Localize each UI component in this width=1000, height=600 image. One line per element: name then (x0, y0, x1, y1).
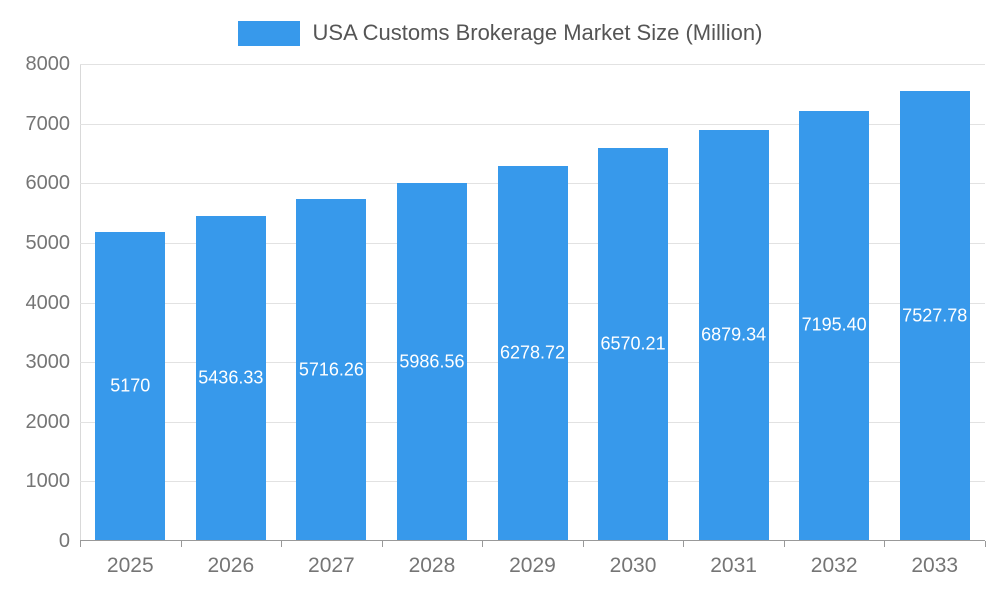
y-tick-label: 0 (58, 530, 70, 552)
x-tick-label: 2029 (509, 554, 556, 577)
bar-value-label: 5716.26 (298, 359, 364, 380)
y-tick-label: 5000 (25, 231, 71, 254)
gridline (80, 64, 985, 65)
x-tick-mark (884, 541, 886, 547)
y-tick-label: 8000 (25, 53, 71, 75)
bar-2025[interactable]: 5170 (95, 231, 166, 540)
x-tick-mark (80, 541, 81, 547)
x-tick-mark (683, 541, 685, 547)
legend-swatch (237, 20, 300, 46)
x-tick-mark (985, 541, 986, 547)
bar-value-label: 6570.21 (600, 333, 666, 354)
y-tick-label: 4000 (25, 291, 71, 314)
bar-value-label: 5436.33 (198, 367, 264, 388)
bar-2030[interactable]: 6570.21 (598, 148, 669, 540)
bar-2031[interactable]: 6879.34 (698, 129, 769, 540)
bar-2027[interactable]: 5716.26 (296, 199, 367, 540)
gridline (80, 123, 985, 125)
bar-value-label: 5170 (110, 375, 151, 396)
x-tick-mark (281, 541, 283, 547)
bar-value-label: 7195.40 (801, 314, 867, 335)
x-tick-label: 2030 (609, 554, 657, 577)
x-tick-mark (582, 541, 584, 547)
x-tick-mark (381, 541, 383, 547)
bar-value-label: 6879.34 (701, 324, 767, 345)
x-tick-mark (482, 541, 484, 547)
bar-value-label: 7527.78 (902, 305, 968, 326)
bar-2028[interactable]: 5986.56 (396, 183, 467, 540)
bar-2032[interactable]: 7195.40 (799, 110, 870, 540)
x-tick-label: 2033 (911, 554, 959, 577)
bar-value-label: 6278.72 (499, 342, 566, 363)
x-tick-mark (783, 541, 785, 547)
bar-value-label: 5986.56 (399, 351, 465, 372)
bar-2033[interactable]: 7527.78 (899, 91, 970, 540)
y-tick-label: 6000 (25, 172, 71, 195)
x-axis-line (80, 540, 985, 541)
legend-label: USA Customs Brokerage Market Size (Milli… (312, 20, 763, 45)
plot-area: 5170 5436.33 5716.26 5986.56 6278.72 6570.21 6… (80, 64, 985, 541)
x-tick-label: 2026 (207, 554, 255, 577)
y-tick-label: 2000 (25, 410, 71, 433)
x-tick-label: 2025 (106, 554, 154, 577)
x-tick-label: 2027 (308, 554, 355, 577)
x-tick-label: 2031 (710, 554, 757, 577)
x-tick-label: 2032 (810, 554, 858, 577)
bar-2029[interactable]: 6278.72 (497, 165, 568, 540)
x-tick-mark (180, 541, 182, 547)
y-tick-label: 3000 (25, 351, 71, 374)
y-tick-label: 7000 (25, 112, 71, 135)
y-tick-label: 1000 (25, 470, 71, 493)
bar-2026[interactable]: 5436.33 (195, 215, 266, 540)
chart-legend[interactable]: USA Customs Brokerage Market Size (Milli… (0, 18, 1000, 48)
x-tick-label: 2028 (408, 554, 456, 577)
